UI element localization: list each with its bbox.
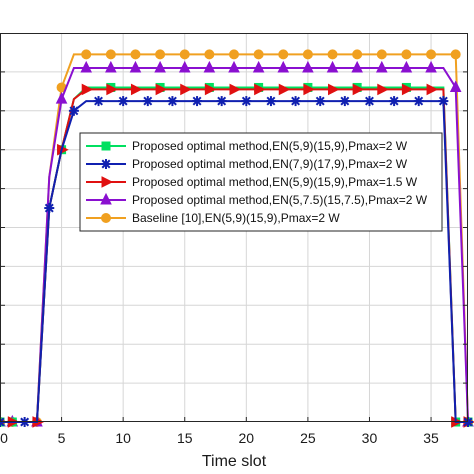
legend-label: Proposed optimal method,EN(5,7.5)(15,7.5…: [132, 193, 428, 207]
data-point: [290, 96, 301, 107]
x-tick-label: 25: [300, 430, 316, 446]
data-point: [81, 49, 92, 60]
data-point: [179, 49, 190, 60]
data-point: [80, 60, 93, 73]
data-point: [352, 83, 365, 96]
data-point: [278, 83, 291, 96]
data-point: [328, 83, 340, 96]
legend: Proposed optimal method,EN(5,9)(15,9),Pm…: [79, 132, 443, 232]
data-point: [118, 96, 129, 107]
data-point: [154, 60, 166, 73]
x-tick-label: 20: [239, 430, 255, 446]
x-tick-label: 0: [0, 430, 8, 446]
data-point: [106, 83, 118, 96]
x-tick-label: 15: [177, 430, 193, 446]
series-path: [0, 53, 469, 423]
data-point: [302, 49, 313, 60]
data-point: [413, 96, 424, 107]
data-point: [254, 83, 266, 96]
data-point: [105, 49, 116, 60]
x-tick-label: 30: [362, 430, 378, 446]
legend-marker: [101, 213, 111, 223]
legend-marker: [101, 176, 114, 188]
x-axis-title: Time slot: [202, 453, 267, 470]
x-axis: 0 5 10 15 20 25 30 35: [0, 71, 468, 446]
series-line: [0, 60, 474, 427]
data-point: [351, 60, 363, 73]
x-tick-label: 5: [58, 430, 66, 446]
data-point: [253, 49, 264, 60]
legend-label: Proposed optimal method,EN(7,9)(17,9),Pm…: [132, 157, 408, 171]
data-point: [315, 96, 326, 107]
data-point: [375, 60, 388, 73]
data-point: [327, 49, 338, 60]
data-point: [302, 60, 314, 73]
data-point: [180, 83, 192, 96]
data-point: [425, 60, 437, 73]
data-point: [228, 60, 240, 73]
legend-box: [79, 132, 443, 232]
data-point: [265, 96, 276, 107]
data-point: [377, 83, 389, 96]
data-point: [81, 83, 94, 96]
data-point: [93, 96, 104, 107]
series-group: [0, 49, 474, 428]
data-point: [339, 96, 350, 107]
data-point: [105, 60, 117, 73]
data-point: [129, 60, 142, 73]
data-point: [229, 83, 242, 96]
legend-entry: Proposed optimal method,EN(5,7.5)(15,7.5…: [86, 192, 428, 207]
data-point: [178, 60, 191, 73]
data-point: [167, 96, 178, 107]
legend-label: Proposed optimal method,EN(5,9)(15,9),Pm…: [132, 139, 408, 153]
data-point: [229, 49, 239, 60]
data-point: [155, 49, 166, 60]
data-point: [426, 83, 439, 96]
data-point: [130, 49, 141, 60]
data-point: [203, 60, 216, 73]
x-tick-label: 35: [423, 430, 439, 446]
data-point: [278, 49, 289, 60]
data-point: [426, 49, 437, 60]
legend-entry: Proposed optimal method,EN(5,9)(15,9),Pm…: [86, 139, 408, 153]
data-point: [401, 49, 412, 60]
data-point: [252, 60, 265, 73]
legend-entry: Proposed optimal method,EN(7,9)(17,9),Pm…: [86, 157, 408, 171]
legend-label: Baseline [10],EN(5,9)(15,9),Pmax=2 W: [132, 211, 340, 225]
data-point: [449, 80, 462, 92]
legend-marker: [101, 141, 111, 151]
data-point: [326, 60, 339, 73]
x-tick-label: 10: [115, 430, 131, 446]
data-point: [44, 203, 55, 214]
legend-marker: [100, 192, 112, 205]
legend-label: Proposed optimal method,EN(5,9)(15,9),Pm…: [132, 175, 418, 189]
data-point: [277, 60, 290, 73]
data-point: [438, 96, 449, 107]
data-point: [216, 96, 227, 107]
data-point: [204, 83, 217, 96]
legend-entry: Proposed optimal method,EN(5,9)(15,9),Pm…: [86, 175, 418, 189]
series-line: [0, 96, 473, 427]
data-point: [204, 49, 215, 60]
data-point: [303, 83, 316, 96]
data-point: [68, 105, 79, 116]
data-point: [401, 83, 414, 96]
data-point: [364, 96, 375, 107]
data-point: [155, 83, 168, 96]
data-point: [400, 60, 413, 73]
data-point: [192, 96, 203, 107]
legend-marker: [101, 159, 111, 169]
data-point: [352, 49, 363, 60]
data-point: [389, 96, 400, 107]
data-point: [450, 49, 461, 60]
data-point: [241, 96, 252, 107]
data-point: [376, 49, 387, 60]
data-point: [142, 96, 153, 107]
legend-entry: Baseline [10],EN(5,9)(15,9),Pmax=2 W: [86, 211, 340, 225]
data-point: [130, 83, 143, 96]
data-point: [55, 92, 68, 104]
